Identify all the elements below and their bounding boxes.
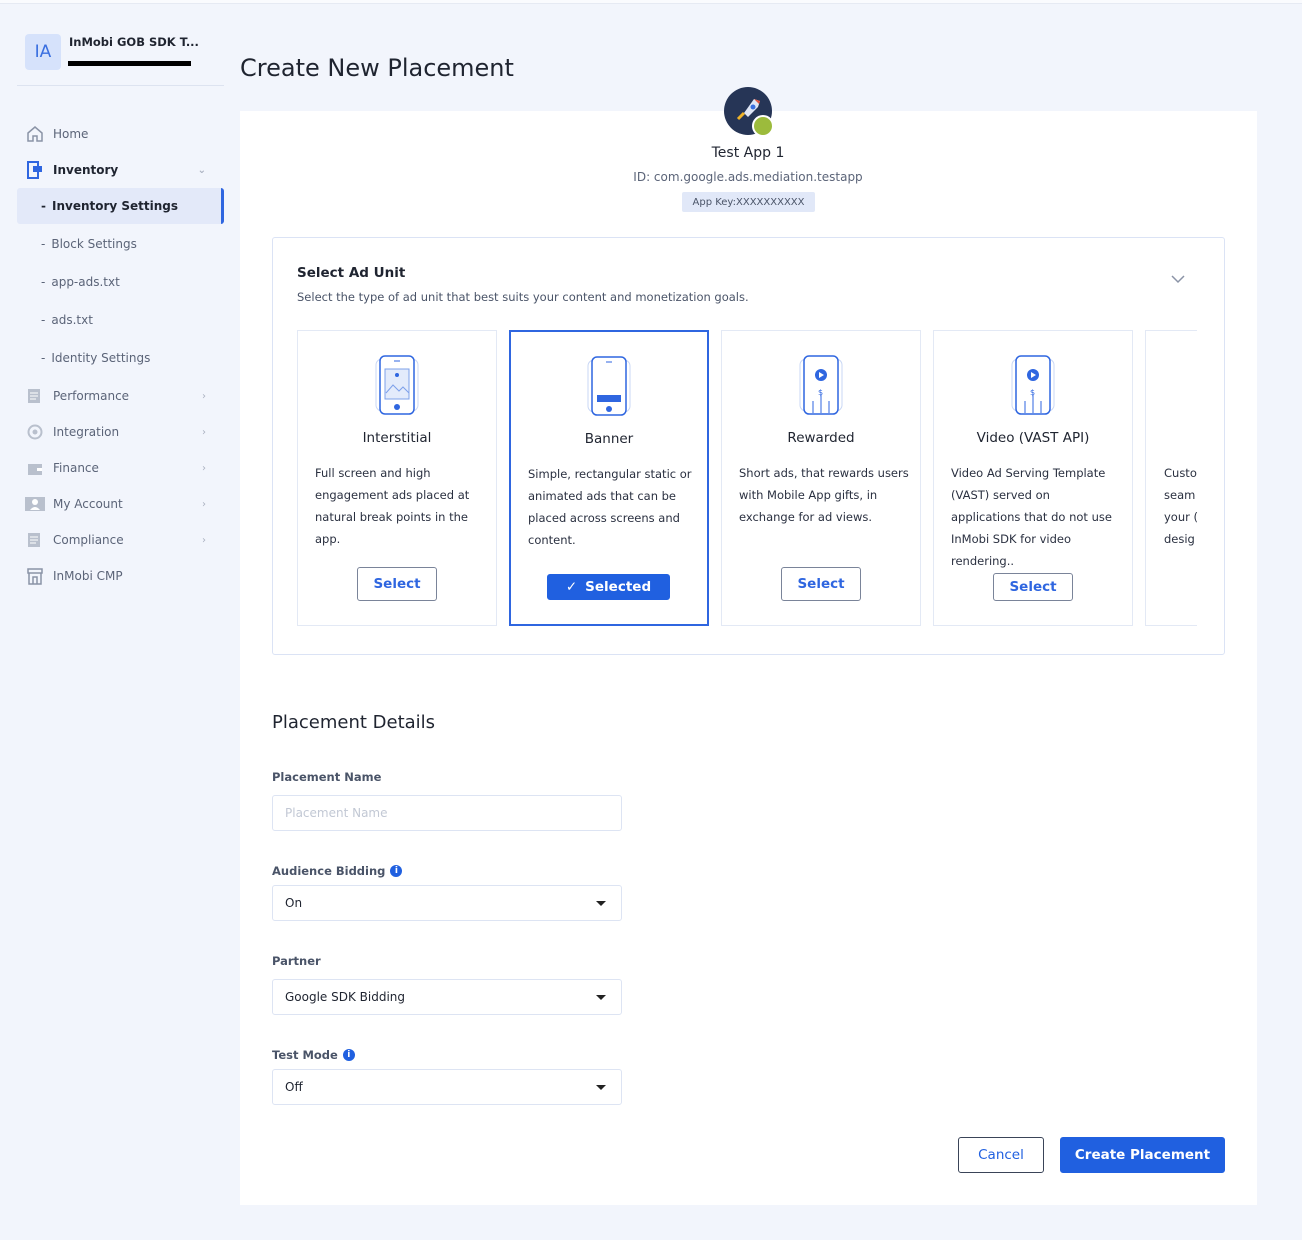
svg-text:$: $ [1030,388,1035,397]
sidebar-item-compliance[interactable]: Compliance › [17,522,224,558]
android-icon [752,115,774,137]
sidebar-item-block-settings[interactable]: - Block Settings [41,237,137,251]
sidebar-item-identity-settings[interactable]: - Identity Settings [41,351,151,365]
card-description: Short ads, that rewards users with Mobil… [739,466,909,524]
wallet-icon [25,458,45,478]
sidebar-item-inmobi-cmp[interactable]: InMobi CMP [17,558,224,594]
partner-label: Partner [272,954,321,968]
store-icon [25,566,45,586]
app-name: Test App 1 [711,145,785,161]
org-avatar[interactable]: IA [25,34,61,70]
sidebar-item-inventory[interactable]: Inventory ⌄ [17,152,224,188]
sidebar-item-ads-txt[interactable]: - ads.txt [41,313,93,327]
chevron-right-icon: › [202,462,206,474]
placement-name-field[interactable] [285,806,621,820]
sidebar-item-home[interactable]: Home [17,116,224,152]
placement-details-title: Placement Details [272,712,436,733]
selected-button-label: Selected [585,579,652,595]
caret-down-icon [596,901,606,906]
ad-unit-subtitle: Select the type of ad unit that best sui… [297,290,749,304]
placement-name-input[interactable] [272,795,622,831]
org-name[interactable]: InMobi GOB SDK T... [69,35,199,49]
chevron-right-icon: › [202,534,206,546]
select-button[interactable]: Select [993,573,1073,601]
sidebar-item-inventory-settings[interactable]: - Inventory Settings [17,188,224,224]
audience-bidding-label: Audience Bidding i [272,864,403,878]
audience-bidding-select[interactable]: On [272,885,622,921]
page-title: Create New Placement [240,54,514,82]
chevron-down-icon[interactable] [1170,272,1186,288]
ad-unit-card-interstitial[interactable]: Interstitial Full screen and high engage… [297,330,497,626]
sidebar-item-app-ads-txt[interactable]: - app-ads.txt [41,275,120,289]
inventory-icon [25,160,45,180]
ad-unit-section [272,237,1225,655]
chevron-right-icon: › [202,426,206,438]
card-description: Video Ad Serving Template (VAST) served … [951,466,1112,568]
sidebar-item-my-account[interactable]: My Account › [17,486,224,522]
chevron-down-icon: ⌄ [197,164,206,176]
cancel-button[interactable]: Cancel [958,1137,1044,1173]
ad-unit-title: Select Ad Unit [297,265,406,281]
user-icon [25,494,45,514]
caret-down-icon [596,995,606,1000]
sidebar-divider [17,85,224,86]
caret-down-icon [596,1085,606,1090]
card-title: Interstitial [362,430,432,446]
partner-select[interactable]: Google SDK Bidding [272,979,622,1015]
card-description: Custo seam your (desig [1164,466,1197,546]
redacted-org-id [68,61,191,66]
selected-button[interactable]: ✓ Selected [547,574,670,600]
ad-unit-card-banner[interactable]: Banner Simple, rectangular static or ani… [509,330,709,626]
card-description: Simple, rectangular static or animated a… [528,467,692,547]
main-panel [240,111,1257,1205]
report-icon [25,386,45,406]
sidebar-item-label: InMobi CMP [53,569,123,583]
chevron-right-icon: › [202,390,206,402]
placement-name-label: Placement Name [272,770,382,784]
top-bar [0,0,1302,4]
home-icon [25,124,45,144]
target-icon [25,422,45,442]
app-key-badge: App Key:XXXXXXXXXX [682,192,815,212]
sidebar-item-label: Inventory [53,163,119,177]
sidebar-item-performance[interactable]: Performance › [17,378,224,414]
select-button[interactable]: Select [357,567,437,601]
create-placement-button[interactable]: Create Placement [1060,1137,1225,1173]
app-id: ID: com.google.ads.mediation.testapp [633,170,863,184]
card-title: Rewarded [787,430,855,446]
sidebar-item-label: app-ads.txt [51,275,120,289]
document-icon [25,530,45,550]
check-icon: ✓ [565,579,578,595]
info-icon[interactable]: i [390,865,403,877]
card-title: Banner [584,431,634,447]
video-phone-icon: $ [1011,355,1055,415]
sidebar-item-label: Integration [53,425,120,439]
sidebar-item-label: Compliance [53,533,124,547]
sidebar-item-label: Block Settings [51,237,137,251]
sidebar-item-label: Identity Settings [51,351,151,365]
sidebar-item-label: Inventory Settings [51,199,179,213]
banner-phone-icon [587,356,631,416]
card-title: Video (VAST API) [976,430,1090,446]
card-description: Full screen and high engagement ads plac… [315,466,470,546]
sidebar-item-label: Home [53,127,89,141]
sidebar-item-label: Finance [53,461,99,475]
chevron-right-icon: › [202,498,206,510]
ad-unit-card-video[interactable]: $ Video (VAST API) Video Ad Serving Temp… [933,330,1133,626]
interstitial-phone-icon [375,355,419,415]
ad-unit-card-rewarded[interactable]: $ Rewarded Short ads, that rewards users… [721,330,921,626]
svg-text:$: $ [818,388,823,397]
sidebar-item-label: My Account [53,497,123,511]
test-mode-label: Test Mode i [272,1048,355,1062]
rewarded-phone-icon: $ [799,355,843,415]
sidebar-item-finance[interactable]: Finance › [17,450,224,486]
select-button[interactable]: Select [781,567,861,601]
ad-unit-card-partial[interactable]: Custo seam your (desig [1145,330,1197,626]
sidebar-item-integration[interactable]: Integration › [17,414,224,450]
sidebar-item-label: Performance [53,389,130,403]
sidebar-item-label: ads.txt [51,313,93,327]
test-mode-select[interactable]: Off [272,1069,622,1105]
info-icon[interactable]: i [342,1049,355,1061]
